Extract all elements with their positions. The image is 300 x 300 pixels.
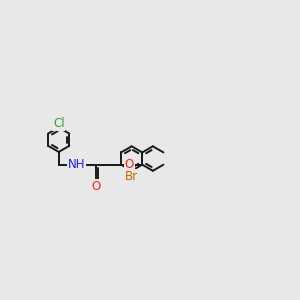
Text: Cl: Cl <box>53 117 64 130</box>
Text: O: O <box>91 180 101 193</box>
Text: Br: Br <box>125 169 138 183</box>
Text: NH: NH <box>68 158 86 171</box>
Text: O: O <box>124 158 134 171</box>
